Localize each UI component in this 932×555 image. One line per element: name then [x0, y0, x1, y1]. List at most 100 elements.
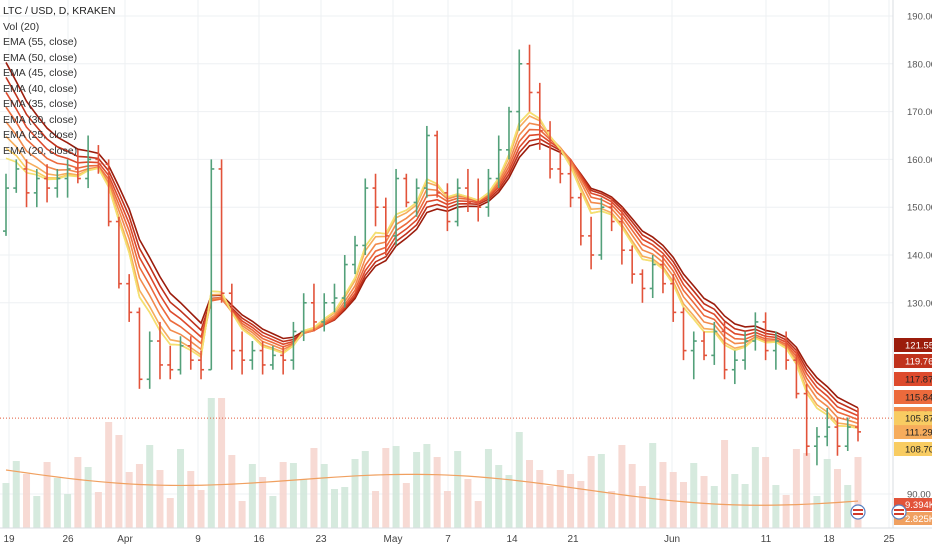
volume-bar	[300, 479, 308, 528]
candle	[783, 331, 790, 370]
ema-line-55	[5, 62, 859, 409]
volume-bar	[259, 477, 267, 528]
volume-bar	[710, 486, 718, 528]
volume-bar	[813, 496, 821, 528]
candle	[485, 168, 492, 217]
date-label: Jun	[664, 534, 680, 545]
candle	[772, 331, 779, 370]
volume-bar	[597, 454, 605, 528]
ema-badge-value: 115.84	[905, 393, 932, 404]
candle	[629, 245, 636, 284]
candle	[516, 49, 523, 131]
candle	[74, 149, 81, 184]
ema-badge-bg	[894, 372, 932, 386]
volume-bar	[187, 471, 195, 528]
ema-badge-bg	[894, 338, 932, 352]
candle	[423, 125, 430, 198]
legend-item-ema-25[interactable]: EMA (25, close)	[3, 129, 78, 141]
candle	[156, 321, 163, 380]
chart-legend: LTC / USD, D, KRAKEN Vol (20) EMA (55, c…	[3, 4, 115, 159]
candle	[300, 293, 307, 342]
volume-bar	[248, 464, 256, 528]
candle	[352, 235, 359, 275]
volume-bar	[64, 494, 72, 528]
price-tick-label: 130.00	[907, 298, 932, 309]
candle	[834, 417, 841, 456]
date-label: 11	[761, 534, 772, 545]
volume-bar	[833, 469, 841, 528]
volume-bar	[135, 464, 143, 528]
candle	[177, 336, 184, 375]
candle	[793, 350, 800, 399]
legend-item-ema-55[interactable]: EMA (55, close)	[3, 36, 78, 48]
date-label: 7	[445, 534, 451, 545]
flag-stripe	[894, 509, 904, 511]
candle	[434, 130, 441, 198]
ema-ribbon	[5, 62, 859, 429]
legend-item-ema-50[interactable]: EMA (50, close)	[3, 51, 78, 64]
date-label: 9	[195, 534, 201, 545]
volume-bar	[361, 451, 369, 528]
candle	[3, 173, 9, 236]
candle	[95, 145, 102, 174]
ema-line-35	[5, 121, 859, 425]
volume-bar	[156, 470, 164, 528]
legend-item-ema-20[interactable]: EMA (20, close)	[3, 144, 78, 157]
volume-bar	[679, 482, 687, 528]
volume-bar	[515, 432, 523, 528]
candle	[126, 274, 133, 322]
legend-item-ema-30[interactable]: EMA (30, close)	[3, 113, 78, 126]
ema-line-50	[5, 77, 859, 413]
volume-bar	[372, 491, 380, 528]
candle	[844, 417, 851, 451]
legend-item-ema-40[interactable]: EMA (40, close)	[3, 82, 78, 95]
candle	[239, 331, 246, 375]
candle	[454, 178, 461, 227]
candle	[577, 192, 584, 246]
volume-bar	[433, 457, 441, 528]
price-tick-label: 140.00	[907, 251, 932, 262]
flag-circle	[891, 504, 907, 520]
price-tick-label: 150.00	[907, 203, 932, 214]
volume-bar	[454, 451, 462, 528]
volume-bar	[2, 483, 10, 528]
candle	[762, 312, 769, 361]
volume-bar	[587, 456, 595, 528]
volume-bar	[700, 476, 708, 528]
date-label: 26	[62, 534, 74, 545]
ema-value-badge: 117.87	[894, 372, 932, 386]
candle	[13, 159, 20, 193]
legend-item-ema-45[interactable]: EMA (45, close)	[3, 67, 78, 79]
date-label: Apr	[117, 534, 133, 545]
candle	[64, 159, 71, 198]
candle	[54, 168, 61, 198]
volume-bar	[269, 496, 277, 528]
volume-bar	[649, 443, 657, 528]
volume-ma-line	[5, 469, 859, 506]
candle	[208, 159, 215, 371]
legend-item-ema-35[interactable]: EMA (35, close)	[3, 98, 78, 110]
last-price-bg	[894, 411, 932, 426]
volume-bar	[105, 422, 113, 528]
legend-item-vol[interactable]: Vol (20)	[3, 20, 40, 33]
volume-bar	[741, 484, 749, 528]
candle	[649, 255, 656, 299]
date-label: 16	[253, 534, 265, 545]
date-label: 23	[315, 534, 327, 545]
candle	[228, 283, 235, 370]
volume-bar	[289, 463, 297, 528]
volume-bar	[443, 491, 451, 528]
volume-bar	[351, 459, 359, 528]
flag-stripe	[894, 513, 904, 515]
flag-circle	[850, 504, 866, 520]
volume-series	[2, 398, 862, 528]
volume-bar	[84, 467, 92, 528]
volume-bar	[762, 457, 770, 528]
volume-bar	[320, 464, 328, 528]
candle	[659, 255, 666, 294]
candle	[187, 336, 194, 370]
flag-stripe	[853, 513, 863, 515]
candle	[639, 269, 646, 303]
candle	[701, 331, 708, 361]
